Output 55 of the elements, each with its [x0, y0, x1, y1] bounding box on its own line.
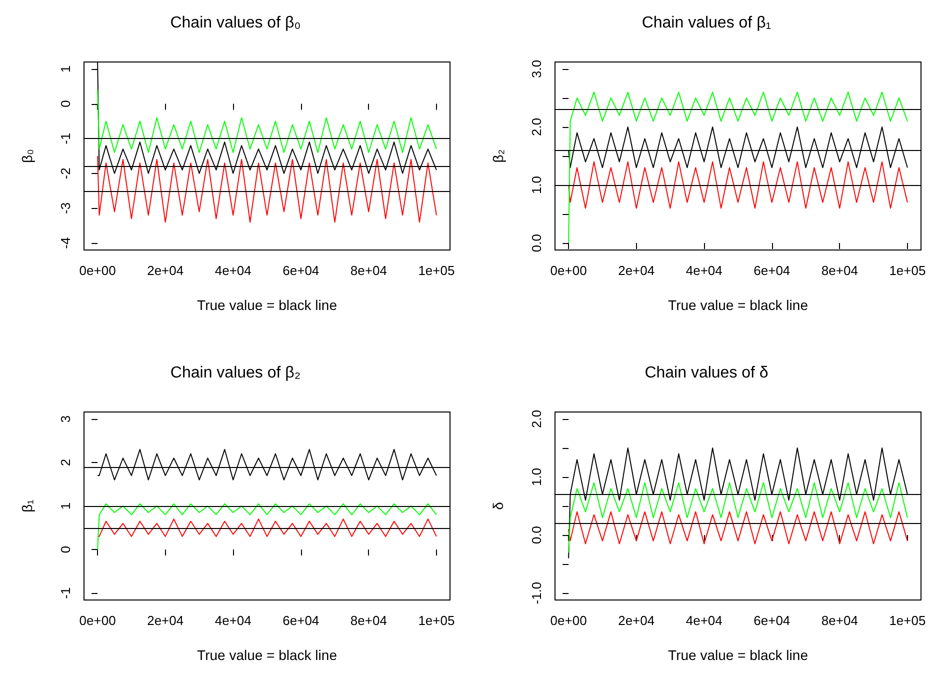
y-tick-label: -1 — [58, 132, 73, 144]
x-tick-label: 0e+00 — [79, 263, 116, 278]
y-tick-label: -3 — [58, 202, 73, 214]
x-tick-label: 8e+04 — [821, 263, 858, 278]
x-tick-label: 4e+04 — [214, 263, 252, 278]
chart-title: Chain values of β₂ — [170, 364, 301, 382]
chart-title: Chain values of β₀ — [170, 14, 301, 32]
y-tick-label: 0.0 — [529, 234, 544, 252]
y-tick-label: 1.0 — [529, 176, 544, 194]
y-tick-label: -4 — [58, 237, 73, 249]
x-tick-label: 2e+04 — [147, 613, 184, 628]
y-tick-label: 1 — [58, 65, 73, 73]
x-axis-title: True value = black line — [197, 297, 338, 313]
x-tick-label: 4e+04 — [214, 613, 252, 628]
x-tick-label: 2e+04 — [618, 613, 655, 628]
y-tick-label: -2 — [58, 168, 73, 180]
x-tick-label: 0e+00 — [79, 613, 116, 628]
y-tick-label: 2 — [58, 458, 73, 466]
x-tick-label: 1e+05 — [889, 263, 926, 278]
x-tick-label: 2e+04 — [618, 263, 655, 278]
y-tick-label: 3 — [58, 415, 73, 423]
y-tick-label: 2.0 — [529, 118, 544, 136]
x-tick-label: 1e+05 — [418, 613, 455, 628]
y-tick-label: 1 — [58, 502, 73, 510]
y-tick-label: 1.0 — [529, 468, 544, 486]
y-axis-title: β₀ — [19, 148, 35, 163]
x-tick-label: 6e+04 — [282, 613, 320, 628]
y-tick-label: 2.0 — [529, 410, 544, 428]
y-axis-title: β₁ — [19, 499, 35, 512]
y-axis-title: β₂ — [490, 149, 506, 163]
x-tick-label: 8e+04 — [821, 613, 858, 628]
x-axis-title: True value = black line — [668, 647, 808, 663]
y-axis-title: δ — [490, 502, 506, 510]
y-tick-label: 0 — [58, 100, 73, 108]
x-axis-title: True value = black line — [197, 647, 338, 663]
x-tick-label: 6e+04 — [754, 613, 790, 628]
x-tick-label: 1e+05 — [418, 263, 455, 278]
x-tick-label: 6e+04 — [754, 263, 790, 278]
x-tick-label: 0e+00 — [550, 613, 587, 628]
chart-title: Chain values of β₁ — [642, 14, 772, 32]
x-tick-label: 1e+05 — [889, 613, 926, 628]
x-tick-label: 0e+00 — [550, 263, 587, 278]
y-tick-label: 3.0 — [529, 60, 544, 78]
x-tick-label: 4e+04 — [686, 613, 722, 628]
x-tick-label: 6e+04 — [282, 263, 320, 278]
x-axis-title: True value = black line — [668, 297, 808, 313]
y-tick-label: 0 — [58, 546, 73, 554]
chart-title: Chain values of δ — [644, 364, 768, 382]
y-tick-label: -1 — [58, 587, 73, 599]
x-tick-label: 2e+04 — [147, 263, 184, 278]
x-tick-label: 8e+04 — [350, 263, 387, 278]
y-tick-label: -1.0 — [529, 582, 544, 604]
x-tick-label: 4e+04 — [686, 263, 722, 278]
x-tick-label: 8e+04 — [350, 613, 387, 628]
y-tick-label: 0.0 — [529, 526, 544, 544]
